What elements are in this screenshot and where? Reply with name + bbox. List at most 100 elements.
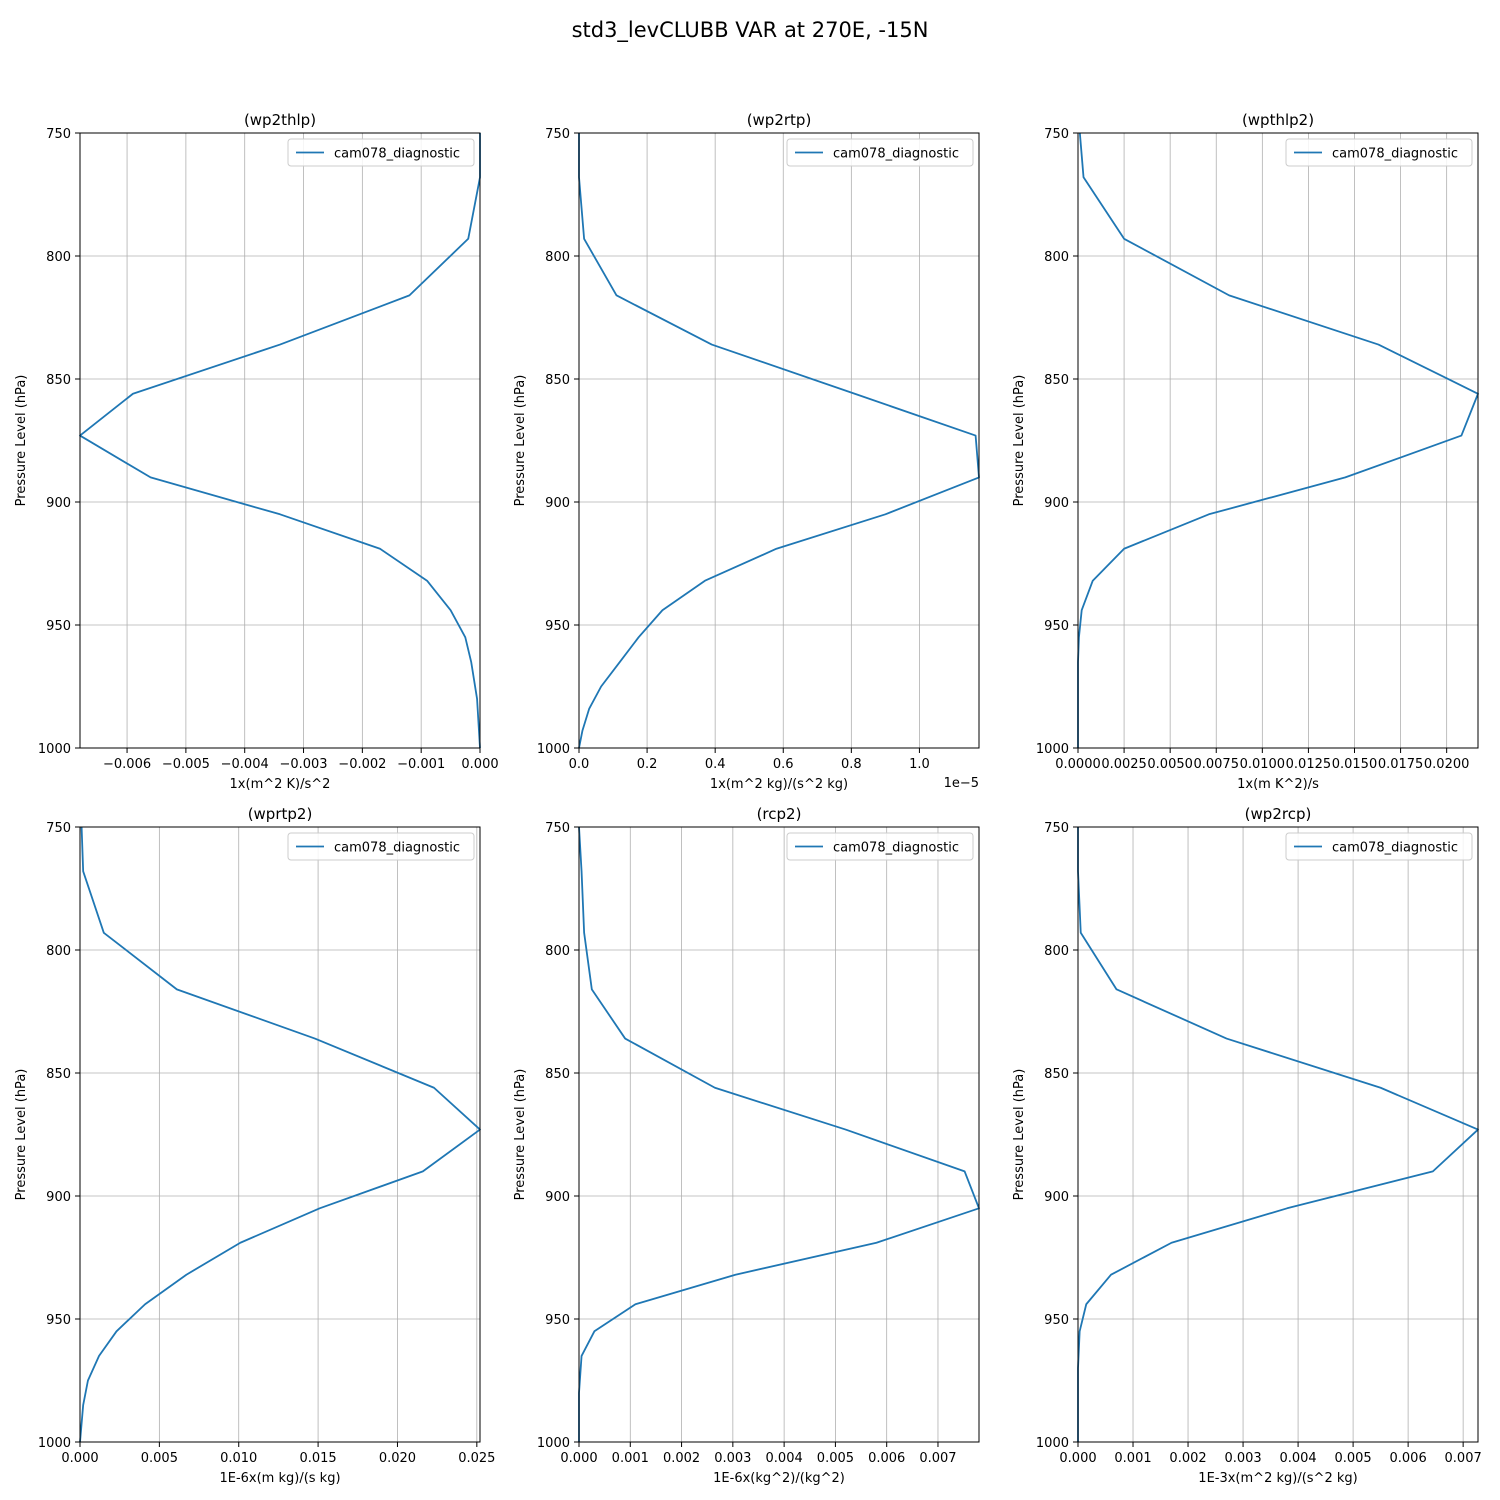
legend: cam078_diagnostic <box>786 138 974 167</box>
axes-frame <box>79 826 481 1443</box>
y-tick-label: 800 <box>46 944 71 959</box>
y-tick-label: 1000 <box>537 1436 570 1451</box>
series-line-1 <box>1077 827 1479 1442</box>
legend: cam078_diagnostic <box>1285 832 1473 861</box>
x-tick-label: 0.007 <box>1445 1451 1482 1466</box>
x-tick-label: 0.0 <box>569 757 590 772</box>
y-tick-label: 1000 <box>38 742 71 757</box>
x-tick-label: 0.025 <box>458 1451 495 1466</box>
x-tick-label: 0.002 <box>1169 1451 1206 1466</box>
x-tick-label: 0.003 <box>714 1451 751 1466</box>
x-tick-label: 0.0125 <box>1286 757 1332 772</box>
y-tick-label: 900 <box>1044 1190 1069 1205</box>
x-tick-label: 0.0075 <box>1193 757 1239 772</box>
x-axis-label: 1E-6x(kg^2)/(kg^2) <box>713 1471 845 1486</box>
x-tick-label: 0.000 <box>1059 1451 1096 1466</box>
y-tick-label: 750 <box>46 127 71 142</box>
x-tick-label: −0.006 <box>103 757 151 772</box>
x-tick-label: 0.0200 <box>1424 757 1470 772</box>
legend: cam078_diagnostic <box>287 832 475 861</box>
x-tick-label: 0.0000 <box>1055 757 1101 772</box>
x-tick-label: 0.001 <box>612 1451 649 1466</box>
legend-label: cam078_diagnostic <box>334 147 460 162</box>
x-tick-label: 0.006 <box>868 1451 905 1466</box>
x-tick-label: 0.6 <box>773 757 794 772</box>
x-tick-label: 0.2 <box>637 757 658 772</box>
figure-title: std3_levCLUBB VAR at 270E, -15N <box>572 18 929 43</box>
x-tick-label: 0.010 <box>220 1451 257 1466</box>
y-tick-label: 900 <box>1044 496 1069 511</box>
legend-box <box>786 832 974 861</box>
y-tick-label: 850 <box>545 373 570 388</box>
x-tick-label: 0.000 <box>560 1451 597 1466</box>
subplot-title: (wp2rcp) <box>1245 805 1312 823</box>
subplot-4: 0.000 0.005 0.010 0.015 0.020 0.025 750 800 850 9… <box>14 805 495 1486</box>
x-tick-label: 0.0050 <box>1147 757 1193 772</box>
legend-label: cam078_diagnostic <box>1332 841 1458 856</box>
axes-frame <box>79 132 481 749</box>
y-tick-label: 950 <box>545 619 570 634</box>
x-tick-label: 0.001 <box>1114 1451 1151 1466</box>
x-tick-label: 0.020 <box>379 1451 416 1466</box>
x-tick-label: 1.0 <box>909 757 930 772</box>
y-tick-label: 750 <box>1044 127 1069 142</box>
y-tick-label: 850 <box>1044 1067 1069 1082</box>
x-tick-label: −0.003 <box>279 757 327 772</box>
x-tick-label: 0.000 <box>461 757 498 772</box>
legend-label: cam078_diagnostic <box>833 841 959 856</box>
legend-box <box>1285 138 1473 167</box>
y-tick-label: 850 <box>1044 373 1069 388</box>
axes-frame <box>578 826 980 1443</box>
x-axis-label: 1E-3x(m^2 kg)/(s^2 kg) <box>1198 1471 1357 1486</box>
y-tick-label: 800 <box>545 944 570 959</box>
x-tick-label: 0.0150 <box>1332 757 1378 772</box>
y-tick-label: 750 <box>545 821 570 836</box>
y-tick-label: 850 <box>46 1067 71 1082</box>
x-axis-label: 1x(m^2 kg)/(s^2 kg) <box>710 777 848 792</box>
subplot-3: 0.0000 0.0025 0.0050 0.0075 0.0100 0.0125 0.01… <box>1012 111 1479 792</box>
y-tick-label: 950 <box>46 619 71 634</box>
y-tick-label: 900 <box>545 1190 570 1205</box>
y-tick-label: 850 <box>545 1067 570 1082</box>
legend: cam078_diagnostic <box>1285 138 1473 167</box>
series-line-1 <box>578 133 980 749</box>
x-tick-label: 0.0025 <box>1101 757 1147 772</box>
x-tick-label: −0.002 <box>338 757 386 772</box>
axes-frame <box>1077 132 1479 749</box>
subplot-2: 0.0 0.2 0.4 0.6 0.8 1.0 750 800 850 900 950 1000 (wp… <box>513 111 980 792</box>
y-tick-label: 950 <box>1044 619 1069 634</box>
axes-frame <box>1077 826 1479 1443</box>
y-tick-label: 750 <box>1044 821 1069 836</box>
x-tick-label: 0.015 <box>299 1451 336 1466</box>
y-tick-label: 950 <box>46 1313 71 1328</box>
x-tick-label: 0.003 <box>1224 1451 1261 1466</box>
legend-box <box>287 832 475 861</box>
y-axis-label: Pressure Level (hPa) <box>14 1069 29 1201</box>
x-tick-label: 0.000 <box>61 1451 98 1466</box>
y-tick-label: 1000 <box>38 1436 71 1451</box>
y-tick-label: 800 <box>545 250 570 265</box>
subplot-title: (wpthlp2) <box>1242 111 1314 129</box>
y-axis-label: Pressure Level (hPa) <box>513 375 528 507</box>
subplot-title: (wp2rtp) <box>747 111 812 129</box>
x-tick-label: −0.004 <box>221 757 269 772</box>
subplot-title: (wprtp2) <box>248 805 313 823</box>
x-tick-label: 0.005 <box>141 1451 178 1466</box>
series-line-1 <box>578 826 980 1442</box>
y-tick-label: 950 <box>545 1313 570 1328</box>
x-tick-label: 0.006 <box>1390 1451 1427 1466</box>
y-tick-label: 800 <box>46 250 71 265</box>
y-tick-label: 950 <box>1044 1313 1069 1328</box>
y-tick-label: 750 <box>46 821 71 836</box>
x-tick-label: 0.005 <box>1334 1451 1371 1466</box>
x-axis-label: 1x(m^2 K)/s^2 <box>230 777 331 792</box>
x-tick-label: 0.004 <box>766 1451 803 1466</box>
y-tick-label: 800 <box>1044 944 1069 959</box>
legend-label: cam078_diagnostic <box>833 147 959 162</box>
x-tick-label: −0.005 <box>162 757 210 772</box>
x-tick-label: 0.0100 <box>1240 757 1286 772</box>
y-tick-label: 1000 <box>1036 742 1069 757</box>
x-tick-label: 0.4 <box>705 757 726 772</box>
y-tick-label: 750 <box>545 127 570 142</box>
